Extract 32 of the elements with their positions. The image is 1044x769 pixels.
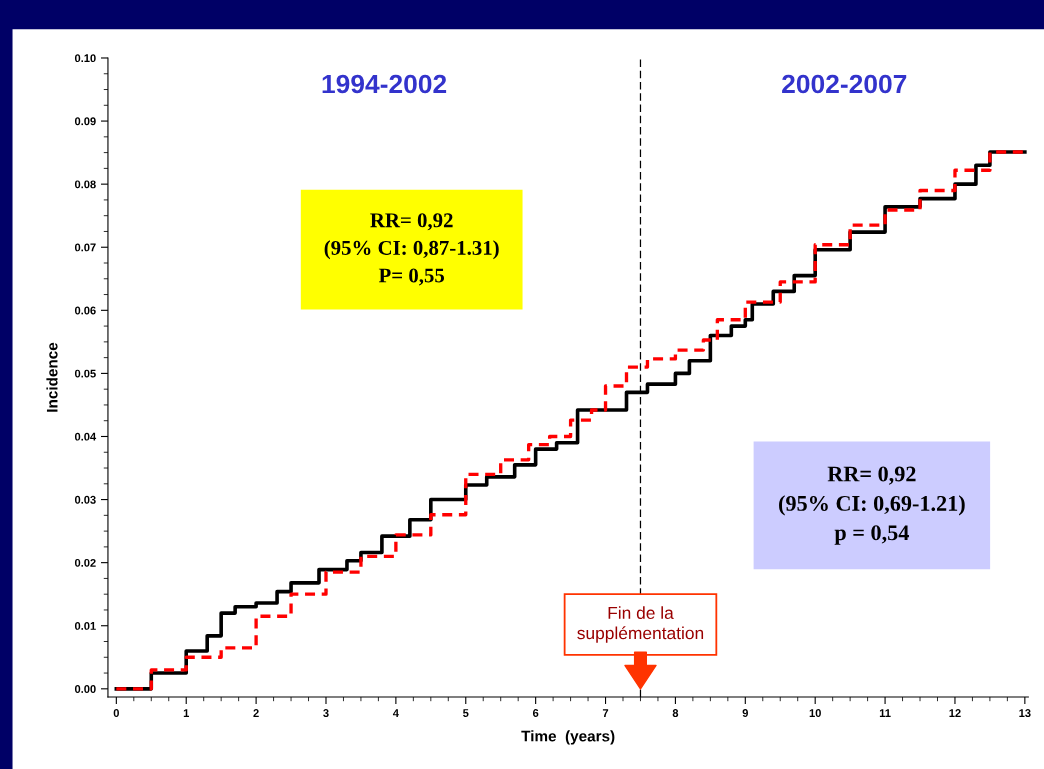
y-axis-title: Incidence [46, 342, 58, 412]
x-tick-label: 5 [463, 709, 469, 717]
annotation: RR= 0,92 (95% CI: 0,87-1.31) P= 0,55 [324, 213, 499, 286]
x-tick-label: 1 [183, 709, 189, 717]
x-tick-label: 3 [323, 709, 329, 717]
annotation: 1994-2002 [322, 74, 447, 94]
y-tick-label: 0.07 [74, 243, 96, 252]
y-tick-label: 0.04 [74, 432, 97, 441]
x-axis-title: Time (years) [521, 730, 615, 745]
x-tick-label: 10 [809, 709, 821, 717]
x-tick-label: 12 [949, 709, 961, 717]
y-tick-label: 0.10 [74, 54, 96, 63]
y-tick-label: 0.09 [74, 117, 96, 126]
y-tick-label: 0.01 [74, 622, 96, 630]
y-tick-label: 0.06 [74, 306, 96, 315]
y-tick-label: 0.03 [74, 495, 96, 504]
x-tick-label: 2 [253, 709, 259, 717]
y-tick-label: 0.05 [74, 369, 96, 378]
x-tick-label: 7 [602, 709, 609, 717]
x-tick-label: 0 [113, 709, 119, 717]
x-tick-label: 9 [742, 709, 748, 717]
annotation: RR= 0,92 (95% CI: 0,69-1.21) p = 0,54 [779, 466, 965, 545]
x-tick-label: 6 [532, 709, 539, 717]
x-tick-label: 8 [672, 709, 679, 717]
y-tick-label: 0.08 [74, 180, 96, 189]
annotation: Fin de la supplémentation [577, 606, 704, 643]
x-tick-label: 13 [1019, 709, 1031, 717]
y-tick-label: 0.02 [74, 558, 96, 567]
annotation: 2002-2007 [782, 74, 907, 94]
x-tick-label: 11 [879, 709, 891, 717]
y-tick-label: 0.00 [74, 685, 96, 693]
x-tick-label: 4 [392, 709, 399, 717]
